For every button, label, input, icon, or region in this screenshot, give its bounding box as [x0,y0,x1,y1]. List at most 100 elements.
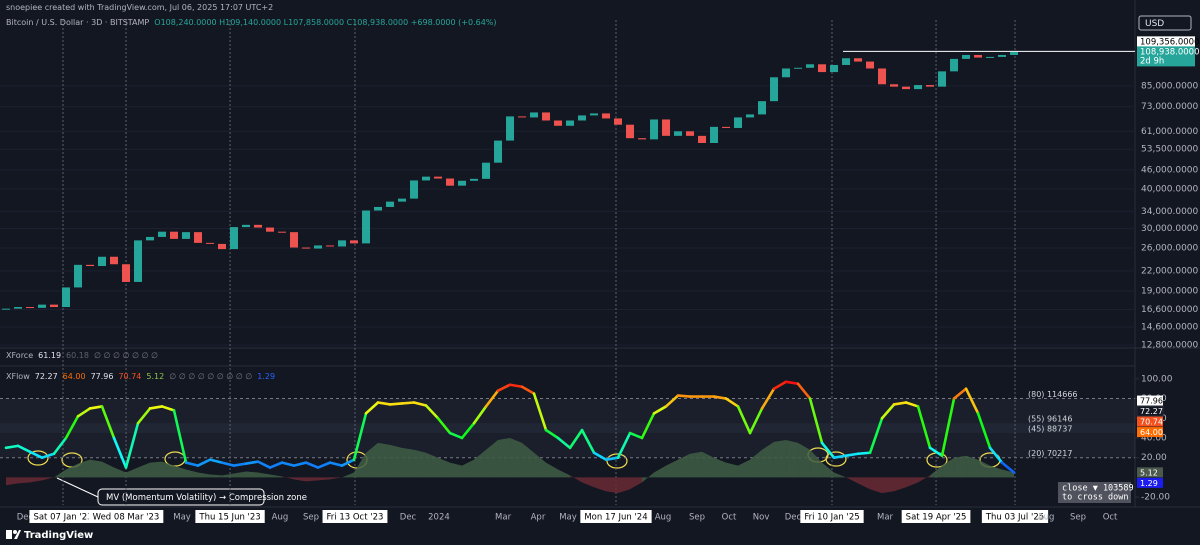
mv-area [162,461,175,478]
mv-area [198,472,211,478]
mv-area [234,471,247,478]
xflow-segment [124,421,140,469]
candle [110,256,119,265]
x-tick-label: Wed 08 Mar '23 [93,513,160,523]
mv-area [474,449,487,478]
xflow-segment [136,407,152,425]
xflow-segment [472,405,488,425]
candle [1010,51,1019,55]
xflow-segment [232,462,248,467]
xflow-segment [52,436,68,456]
mv-area [546,462,559,478]
candle [302,247,311,249]
note-text: to cross down [1062,493,1129,503]
candle [686,131,695,136]
xflow-segment [880,403,896,420]
mv-area [126,467,139,478]
mv-area [414,449,427,478]
mv-area [510,437,523,478]
xflow-segment [208,458,224,464]
y-tick-label: 34,000.0000 [1141,207,1199,217]
x-tick-label: Fri 13 Oct '23 [327,513,384,523]
candle [14,307,23,309]
xflow-segment [448,431,464,440]
candle [242,224,251,228]
xflow-segment [352,412,368,461]
xflow-segment [748,407,764,435]
candle [806,64,815,68]
level-label: (80) 114666 [1028,390,1078,399]
candle [914,85,923,90]
candle [698,135,707,143]
xflow-segment [40,452,56,459]
candle [890,84,899,87]
date-marker-box [580,510,652,523]
mv-area [966,455,979,478]
mv-area [150,461,163,478]
mv-area [498,437,511,478]
xflow-segment [784,380,800,386]
mv-area [822,462,835,478]
candle [194,232,203,243]
xflow-segment [916,405,932,450]
candle [218,243,227,250]
mv-area [330,477,343,480]
candle [374,206,383,211]
mv-area [378,442,391,478]
level-label: (55) 96146 [1028,415,1072,424]
mv-area [942,457,955,478]
candle [494,140,503,163]
tradingview-logo [6,530,21,539]
y-tick-label: 12,800.0000 [1141,341,1199,351]
xflow-segment [304,461,320,469]
candle [434,176,443,179]
x-tick-label: Thu 03 Jul '25 [985,513,1044,523]
candle [926,85,935,87]
countdown: 2d 9h [1140,56,1164,66]
xflow-segment [760,387,776,410]
xflow-segment [532,392,548,432]
candle [842,58,851,65]
mv-area [138,462,151,478]
candle [446,178,455,186]
xflow-segment [640,412,656,440]
mv-area [690,451,703,478]
candle [878,68,887,85]
x-tick-label: Sat 07 Jan '23 [33,513,92,523]
candle [338,240,347,247]
candle [662,119,671,136]
axis-marker-box [1136,405,1164,417]
candle [458,180,467,186]
candle [986,56,995,58]
price-label: 109,356.0000 [1140,37,1199,47]
xflow-segment [256,460,272,469]
xflow-segment [184,461,200,467]
x-tick-label: May [559,513,577,523]
annotation-text: MV (Momentum Volatility) → Compression z… [106,493,307,503]
candle [314,245,323,249]
x-tick-label: Aug [655,513,672,523]
xflow-segment [268,461,284,469]
date-marker-box [981,510,1049,523]
xflow-segment [160,405,176,412]
mv-area [534,452,547,478]
mv-area [282,476,295,480]
candle [626,124,635,139]
mv-area [750,449,763,478]
mv-area [318,477,331,481]
mv-area [702,451,715,478]
candle [542,112,551,121]
candle [206,242,215,244]
candle [866,61,875,69]
candle [530,112,539,118]
mv-area [54,469,67,478]
note-box [1058,482,1131,503]
date-marker-box [88,510,164,523]
x-tick-label: Nov [753,513,770,523]
mv-area [666,459,679,478]
candle [386,201,395,207]
y-tick-label: 19,000.0000 [1141,286,1199,296]
annotation-box [97,488,265,506]
